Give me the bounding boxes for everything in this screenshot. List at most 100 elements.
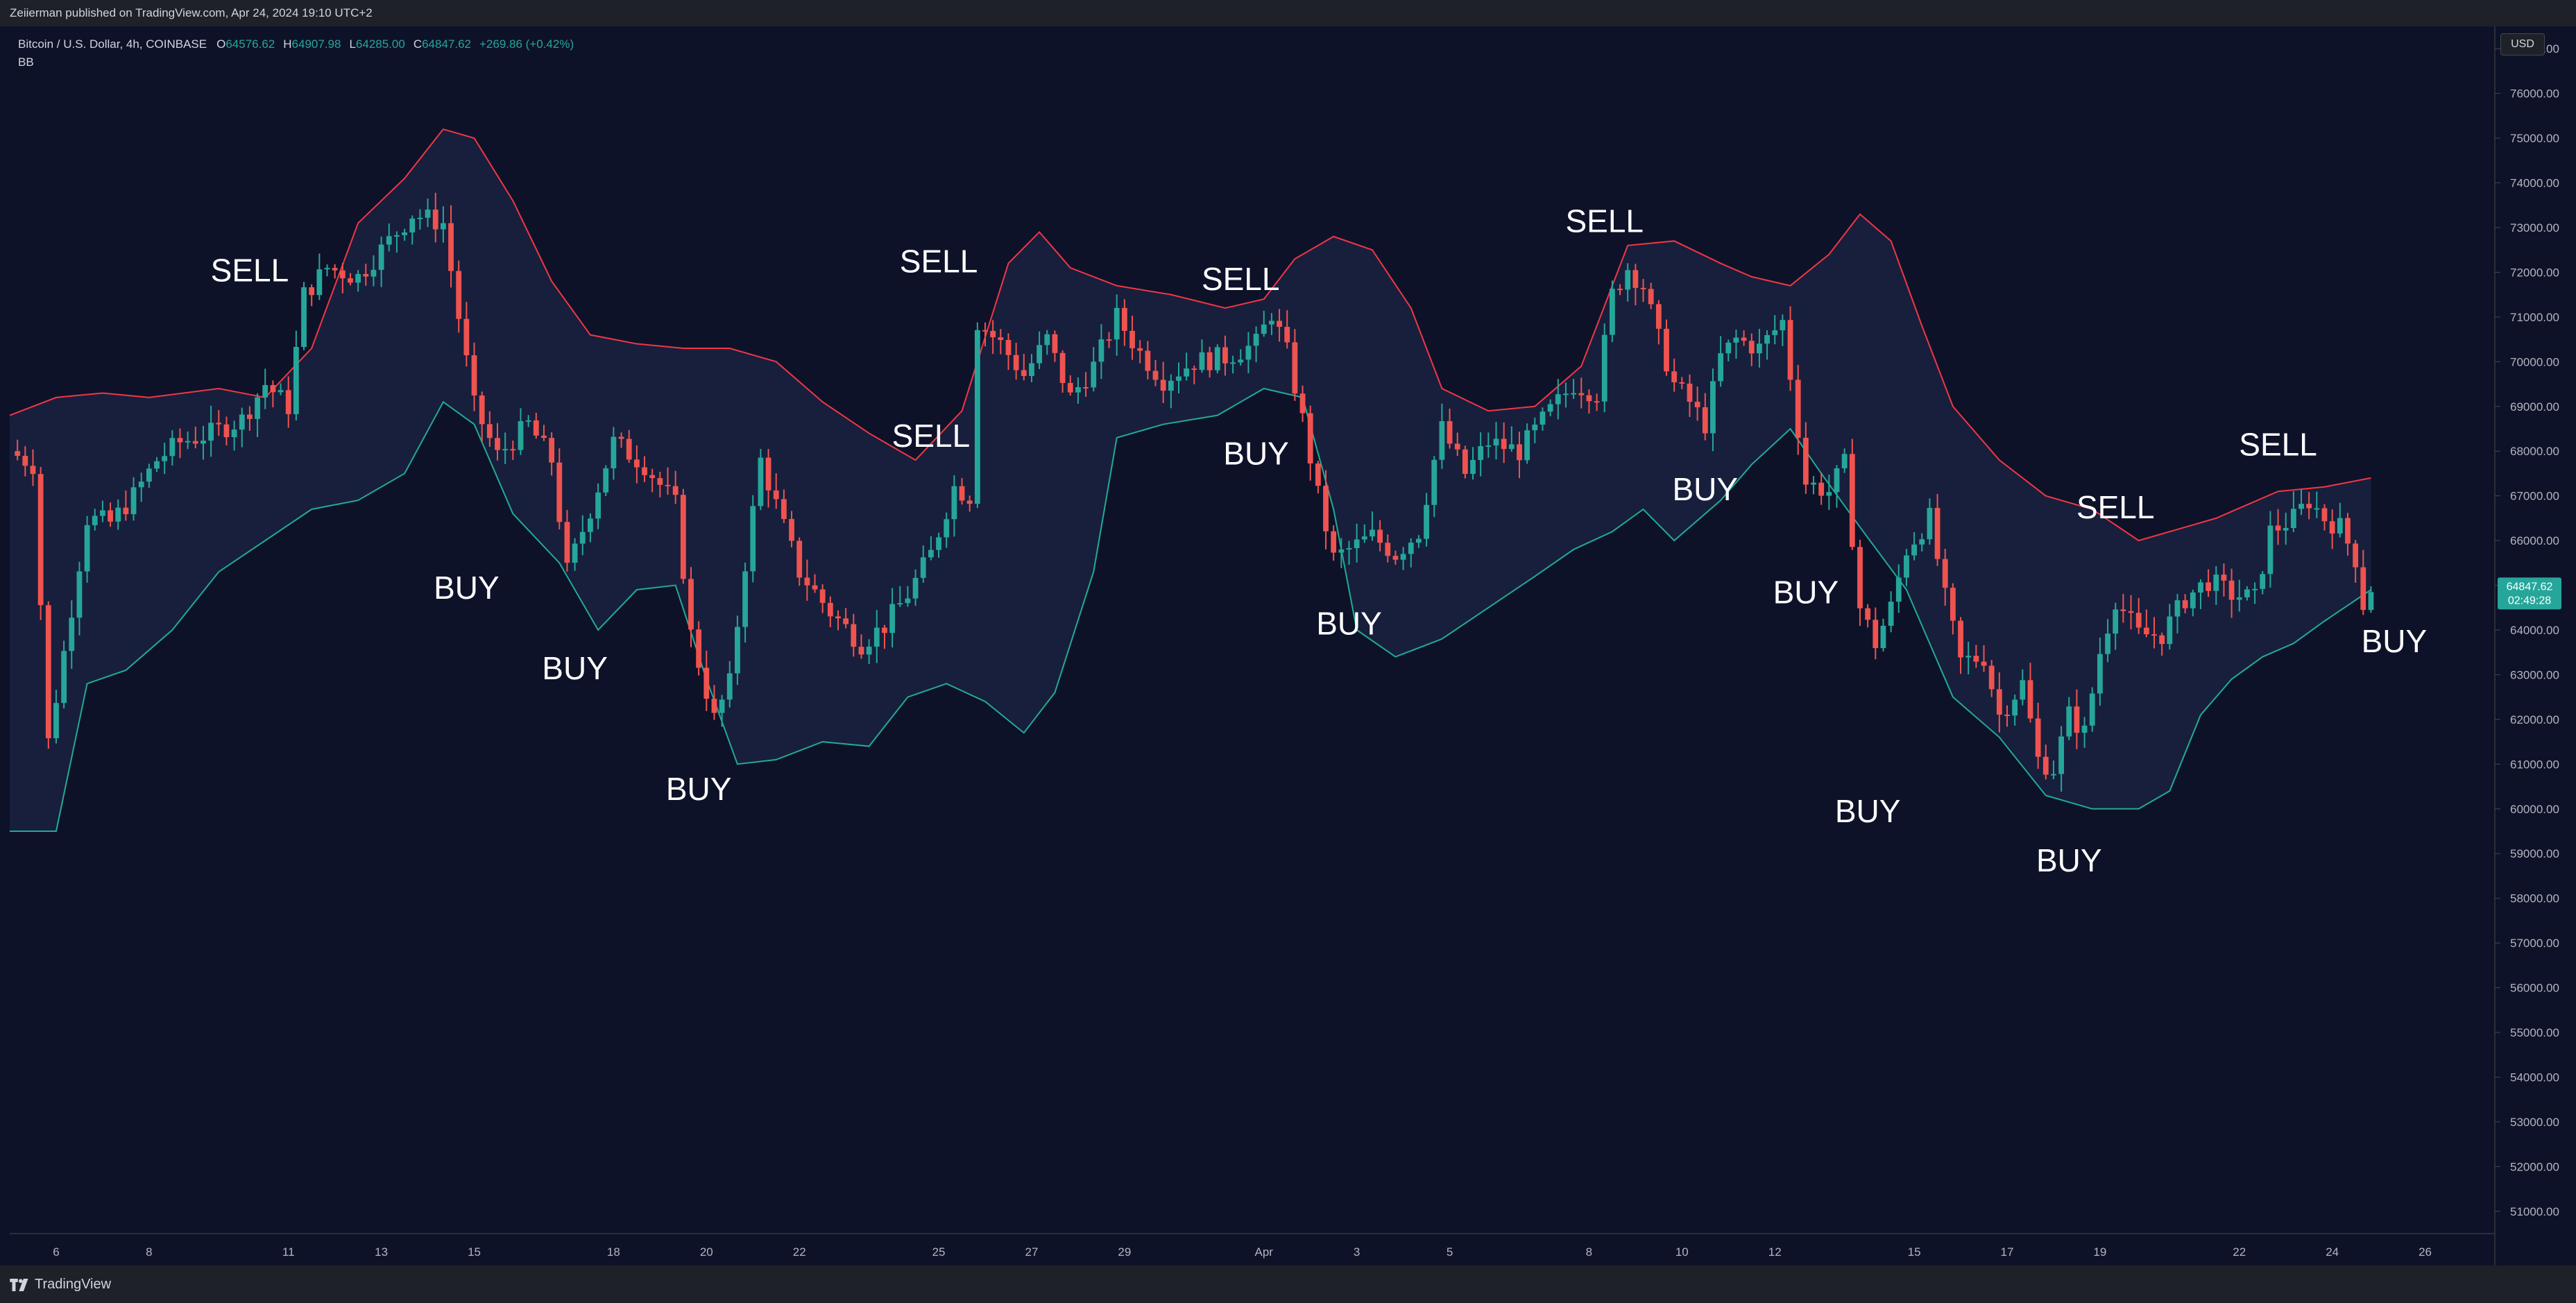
candle — [851, 613, 857, 657]
candle — [37, 466, 44, 620]
candle-body — [1888, 602, 1894, 626]
candle-body — [1811, 482, 1816, 485]
candle-body — [231, 429, 237, 438]
time-tick-label: 17 — [2001, 1245, 2014, 1259]
candle-body — [1184, 368, 1190, 377]
time-tick-label: 10 — [1675, 1245, 1689, 1259]
tradingview-logo-text: TradingView — [35, 1277, 112, 1292]
candle-body — [765, 457, 771, 491]
candle — [2306, 492, 2312, 520]
candle — [1315, 461, 1321, 494]
time-tick-label: 19 — [2093, 1245, 2106, 1259]
candle-body — [2174, 600, 2181, 617]
candle — [1261, 310, 1267, 337]
candle-body — [843, 618, 849, 624]
candle — [1346, 540, 1352, 565]
indicator-legend[interactable]: BB — [18, 56, 34, 69]
candle-body — [1687, 383, 1693, 402]
candle-body — [1245, 346, 1252, 360]
candle — [1059, 350, 1066, 393]
candle-body — [611, 436, 617, 469]
candle — [1802, 422, 1809, 494]
price-tick-label: 59000.00 — [2510, 847, 2559, 860]
candle-body — [804, 577, 810, 586]
candle-body — [1718, 353, 1724, 382]
candle-body — [432, 210, 438, 230]
close-value: 64847.62 — [422, 37, 471, 51]
candle — [1911, 531, 1917, 561]
candle — [1493, 422, 1499, 460]
candle — [2120, 594, 2126, 623]
chart-area[interactable]: SELL BUY BUY BUY SELL SELL SELL BUY BUY SELL BUY BU… — [9, 26, 2576, 1266]
candle-body — [417, 217, 423, 219]
candle — [649, 468, 656, 493]
candle-body — [1214, 347, 1220, 371]
candle-body — [944, 519, 950, 538]
candle-body — [572, 543, 578, 563]
candle-body — [1400, 554, 1406, 560]
candle-body — [61, 651, 67, 704]
candle-body — [873, 627, 880, 647]
candle-body — [2236, 597, 2242, 600]
candle — [1942, 549, 1948, 606]
candle — [201, 425, 206, 460]
candle-body — [1059, 352, 1066, 383]
candle-body — [1253, 334, 1259, 346]
candle-body — [1284, 327, 1290, 343]
buy-signal-label: BUY — [1672, 471, 1738, 507]
candle-body — [1671, 371, 1678, 383]
footer-bar: TradingView — [0, 1266, 2576, 1303]
high-value: 64907.98 — [291, 37, 341, 51]
candle-body — [525, 420, 531, 422]
candle-body — [1578, 393, 1585, 395]
candle-body — [1895, 577, 1902, 602]
candle — [1191, 365, 1197, 384]
time-tick-label: 8 — [1586, 1245, 1592, 1259]
candle-body — [2190, 592, 2196, 608]
candle — [417, 209, 423, 230]
currency-button[interactable]: USD — [2500, 33, 2545, 56]
candle-body — [1648, 289, 1654, 305]
candle — [123, 490, 129, 521]
last-price-value: 64847.62 — [2507, 581, 2553, 593]
candle — [2074, 689, 2080, 749]
candle — [2058, 726, 2065, 792]
price-tick-label: 62000.00 — [2510, 713, 2559, 726]
candle-body — [1965, 656, 1972, 658]
candle-body — [2159, 635, 2165, 645]
candle — [363, 264, 369, 286]
candle-body — [293, 347, 299, 414]
candle-body — [1942, 559, 1948, 588]
candle — [843, 608, 849, 629]
candle-body — [2074, 706, 2080, 733]
candle — [2267, 511, 2274, 588]
candle — [2182, 594, 2188, 614]
candle — [1702, 393, 1708, 441]
candle-body — [510, 449, 516, 451]
candle-body — [1988, 665, 1995, 690]
candle-body — [123, 507, 129, 515]
candle-body — [1307, 413, 1313, 463]
candle-body — [2228, 580, 2235, 600]
candle — [1408, 538, 1414, 568]
buy-signal-label: BUY — [2036, 842, 2102, 878]
candle-body — [30, 466, 36, 475]
lower-band-line — [10, 387, 2372, 832]
sell-signal-label: SELL — [892, 418, 971, 454]
candle — [2097, 637, 2103, 706]
candle — [2244, 586, 2250, 601]
candle — [866, 639, 872, 664]
candle — [2228, 568, 2235, 618]
candle-body — [1640, 287, 1646, 289]
candle — [1609, 280, 1615, 343]
price-chart[interactable]: SELL BUY BUY BUY SELL SELL SELL BUY BUY SELL BUY BU… — [9, 26, 2576, 1266]
last-price-badge — [2498, 577, 2561, 610]
candle-body — [1361, 536, 1367, 540]
candle — [1075, 377, 1081, 404]
candle-body — [1764, 334, 1770, 344]
candle-body — [130, 487, 137, 515]
candle-body — [966, 500, 973, 504]
candle — [409, 215, 416, 245]
candle — [618, 432, 624, 448]
tradingview-logo[interactable]: TradingView — [10, 1274, 111, 1295]
